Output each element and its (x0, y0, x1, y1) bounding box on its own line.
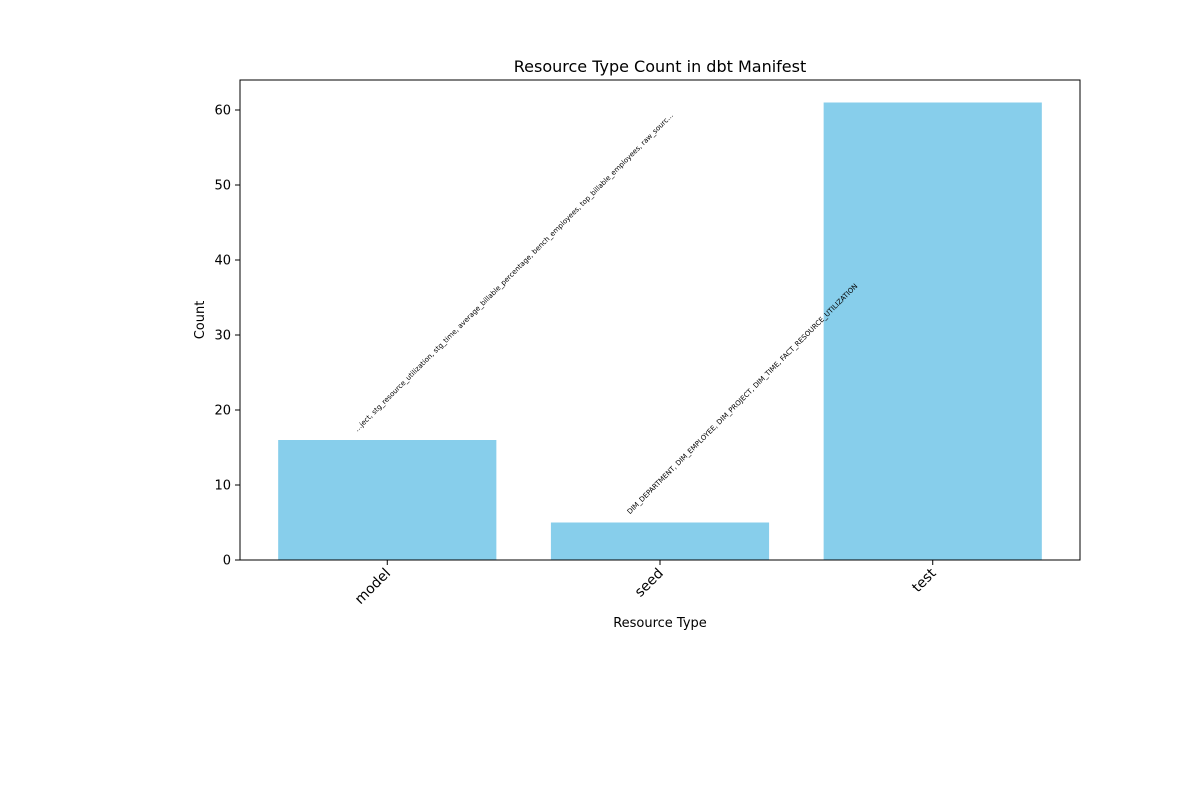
y-tick-label: 10 (214, 479, 231, 494)
x-axis-label: Resource Type (613, 616, 707, 631)
y-axis-label: Count (193, 301, 208, 340)
bar-seed (550, 522, 770, 560)
x-tick-label-test: test (909, 565, 940, 596)
bar-annotation-model: …ject, stg_resource_utilization, stg_tim… (353, 111, 675, 433)
y-tick-label: 30 (214, 329, 231, 344)
bar-model (278, 440, 497, 560)
x-tick-label-model: model (352, 566, 394, 608)
bars-group (278, 102, 1042, 560)
y-tick-label: 40 (214, 254, 231, 269)
y-tick-label: 20 (214, 404, 231, 419)
y-axis: 0 10 20 30 40 50 60 (214, 104, 240, 569)
x-tick-label-seed: seed (632, 566, 667, 601)
y-tick-label: 50 (214, 179, 231, 194)
x-axis: model seed test (352, 560, 940, 608)
chart-title: Resource Type Count in dbt Manifest (514, 57, 807, 76)
bar-test (823, 102, 1042, 560)
y-tick-label: 0 (223, 554, 231, 569)
y-tick-label: 60 (214, 104, 231, 119)
